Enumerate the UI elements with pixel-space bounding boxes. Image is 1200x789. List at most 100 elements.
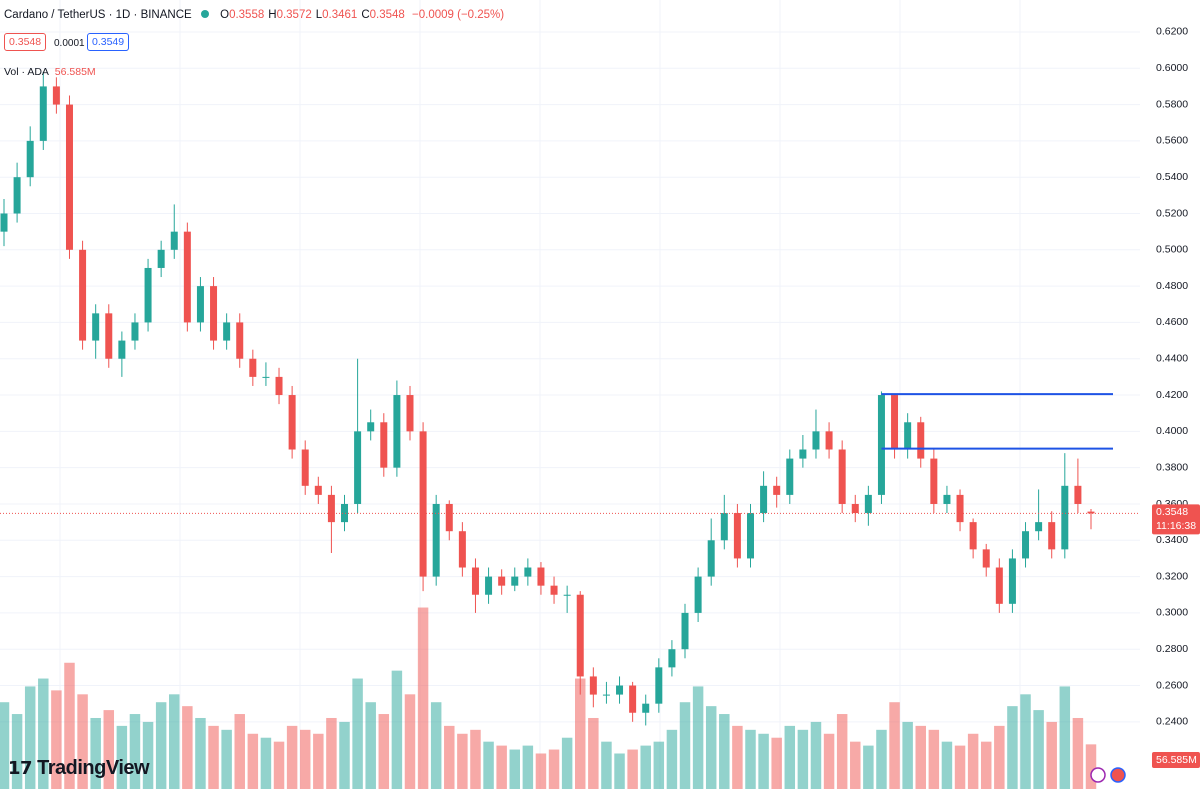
bid[interactable]: 0.3548 bbox=[4, 33, 47, 51]
candle-body bbox=[471, 567, 479, 595]
candle-body bbox=[733, 513, 741, 559]
candle-body bbox=[275, 376, 283, 396]
volume-tag bbox=[1152, 752, 1200, 768]
icon-flag bbox=[1110, 767, 1126, 783]
volume-bar bbox=[64, 662, 75, 789]
vol-label: Vol · ADA bbox=[4, 66, 49, 78]
volume-bar bbox=[980, 741, 992, 789]
candle-body bbox=[354, 431, 362, 504]
volume-bar bbox=[1033, 710, 1044, 789]
candle-body bbox=[157, 249, 165, 268]
volume-bar bbox=[745, 729, 756, 789]
volume-bar bbox=[38, 678, 49, 789]
y-tick-label: 0.4200 bbox=[1156, 389, 1188, 401]
volume-bar bbox=[404, 694, 416, 789]
volume-bar bbox=[496, 745, 507, 789]
volume-bar bbox=[653, 741, 665, 789]
candle-body bbox=[694, 576, 702, 613]
volume-bar bbox=[391, 670, 403, 789]
last-price-tag bbox=[1152, 504, 1200, 535]
volume-bar bbox=[810, 721, 822, 789]
volume-bar bbox=[561, 737, 573, 789]
volume-bar bbox=[155, 702, 167, 789]
candle-body bbox=[838, 449, 846, 504]
ohlc-key: H bbox=[268, 9, 277, 21]
candle-body bbox=[262, 376, 270, 378]
candle-body bbox=[13, 177, 21, 214]
y-tick-label: 0.3200 bbox=[1156, 570, 1188, 582]
candle-body bbox=[812, 431, 820, 450]
candle-body bbox=[550, 585, 558, 595]
volume-bar bbox=[24, 686, 36, 789]
candle-body bbox=[314, 485, 322, 495]
volume-bar bbox=[142, 721, 154, 789]
candle-body bbox=[642, 703, 650, 713]
candle-body bbox=[1074, 485, 1082, 504]
volume-bar bbox=[876, 729, 887, 789]
candle-body bbox=[917, 422, 925, 459]
volume-bar bbox=[221, 729, 232, 789]
volume-bar bbox=[640, 745, 651, 789]
volume-bar bbox=[313, 733, 324, 789]
candle-body bbox=[419, 431, 427, 577]
y-tick-label: 0.3400 bbox=[1156, 534, 1188, 546]
candle-body bbox=[1061, 485, 1069, 550]
ohlc-value: 0.3572 bbox=[276, 9, 312, 21]
ohlc-key: C bbox=[361, 9, 370, 21]
candle-body bbox=[288, 395, 296, 450]
y-tick-label: 0.4800 bbox=[1156, 280, 1188, 292]
volume-bar bbox=[483, 741, 494, 789]
candle-body bbox=[341, 503, 349, 523]
candle-body bbox=[210, 286, 218, 341]
legend: Cardano / TetherUS · 1D · BINANCE O0.355… bbox=[4, 9, 504, 21]
candle-body bbox=[1048, 522, 1056, 550]
volume-bar bbox=[771, 737, 782, 789]
volume-bar bbox=[444, 725, 455, 789]
candle-body bbox=[485, 576, 493, 595]
volume-bar bbox=[378, 714, 390, 789]
y-tick-label: 0.5600 bbox=[1156, 135, 1188, 147]
candle-body bbox=[891, 395, 899, 450]
volume-bar bbox=[430, 702, 442, 789]
volume-bar bbox=[247, 733, 259, 789]
volume-bar bbox=[129, 714, 141, 789]
candle-body bbox=[576, 594, 584, 677]
candle-body bbox=[707, 540, 715, 577]
volume-bar bbox=[902, 721, 913, 789]
y-tick-label: 0.2600 bbox=[1156, 679, 1188, 691]
candle-body bbox=[537, 567, 545, 586]
last-price-label: 0.3548 bbox=[1156, 506, 1188, 518]
y-tick-label: 0.6200 bbox=[1156, 26, 1188, 38]
volume-bar bbox=[797, 729, 809, 789]
candle-body bbox=[864, 494, 872, 514]
candle-body bbox=[39, 86, 47, 141]
y-tick-label: 0.5200 bbox=[1156, 207, 1188, 219]
candle-body bbox=[223, 322, 231, 341]
volume-bar bbox=[679, 702, 691, 789]
candle-body bbox=[943, 494, 951, 504]
candle-body bbox=[105, 313, 113, 359]
candle-body bbox=[681, 612, 689, 650]
candle-body bbox=[52, 86, 60, 105]
candle-body bbox=[982, 549, 990, 568]
volume-bar bbox=[928, 729, 940, 789]
spread: 0.0001 bbox=[54, 38, 85, 49]
candle-body bbox=[1087, 511, 1095, 514]
volume-bar bbox=[850, 741, 861, 789]
candle-body bbox=[367, 422, 375, 432]
symbol: Cardano / TetherUS · 1D · BINANCE bbox=[4, 9, 192, 21]
volume-bar bbox=[103, 710, 115, 789]
y-tick-label: 0.2400 bbox=[1156, 716, 1188, 728]
volume-bar bbox=[719, 714, 730, 789]
candle-body bbox=[118, 340, 126, 359]
candle-body bbox=[720, 513, 728, 541]
candle-body bbox=[380, 422, 388, 468]
volume-bar bbox=[116, 725, 128, 789]
candle-body bbox=[760, 485, 768, 514]
ask[interactable]: 0.3549 bbox=[87, 33, 130, 51]
y-tick-label: 0.5800 bbox=[1156, 98, 1188, 110]
candle-body bbox=[668, 649, 676, 668]
logo[interactable]: 𝟭𝟳 TradingView bbox=[8, 757, 150, 780]
